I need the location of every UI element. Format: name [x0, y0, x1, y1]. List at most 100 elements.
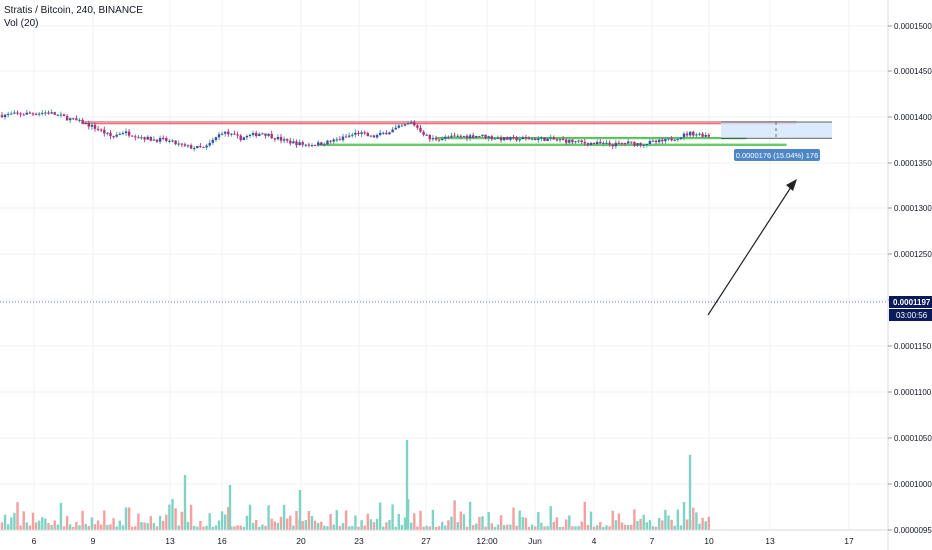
- candle-body: [534, 138, 537, 141]
- volume-bar: [602, 526, 605, 530]
- candle-body: [397, 125, 400, 128]
- candle-body: [586, 143, 590, 145]
- candle-body: [475, 135, 478, 138]
- candle-body: [608, 142, 611, 145]
- volume-indicator-label[interactable]: Vol (20): [4, 18, 39, 29]
- volume-bar: [62, 526, 66, 530]
- volume-bar: [341, 523, 345, 530]
- volume-bar: [688, 455, 692, 530]
- volume-bar: [682, 502, 686, 530]
- candle-body: [546, 138, 549, 141]
- candle-body: [16, 112, 19, 114]
- time-tick-label: 7: [650, 536, 655, 546]
- time-tick-label: 13: [765, 536, 775, 546]
- candle-body: [679, 137, 683, 139]
- volume-bar: [620, 522, 624, 530]
- volume-bar: [186, 521, 190, 530]
- candle-body: [388, 132, 391, 135]
- candle-body: [320, 142, 323, 146]
- volume-bar: [661, 520, 664, 530]
- volume-bar: [651, 526, 655, 530]
- volume-bar: [131, 526, 134, 530]
- candle-body: [326, 140, 329, 145]
- candle-body: [127, 131, 131, 136]
- candle-body: [645, 143, 648, 145]
- candle-body: [90, 124, 94, 127]
- candle-body: [323, 144, 326, 146]
- volume-bar: [679, 525, 683, 530]
- volume-bar: [462, 514, 466, 530]
- candle-body: [654, 140, 658, 143]
- volume-bar: [413, 513, 416, 530]
- candle-body: [162, 138, 165, 140]
- time-axis[interactable]: 6 9 13 16 20 23 27 12:00 Jun 4 7 10 13 17: [0, 529, 888, 546]
- volume-bar: [419, 510, 422, 530]
- volume-bar: [224, 514, 227, 530]
- volume-bar: [217, 520, 221, 530]
- volume-bar: [140, 522, 143, 530]
- candle-body: [158, 138, 162, 142]
- candle-body: [506, 137, 509, 140]
- volume-bar: [205, 525, 208, 530]
- volume-bar: [196, 526, 199, 530]
- candle-body: [481, 134, 484, 137]
- candle-body: [22, 114, 25, 116]
- volume-bar: [537, 512, 540, 530]
- volume-bar: [38, 520, 41, 530]
- volume-bar: [410, 522, 413, 530]
- candle-body: [630, 141, 633, 143]
- candle-body: [549, 137, 552, 139]
- candle-body: [224, 131, 227, 134]
- volume-bar: [69, 524, 72, 530]
- volume-bar: [363, 525, 366, 530]
- volume-bar: [391, 504, 394, 530]
- current-price-marker: [889, 296, 932, 308]
- candle-body: [431, 137, 435, 140]
- volume-bar: [258, 526, 261, 530]
- volume-bar: [698, 523, 701, 530]
- volume-bar: [673, 525, 676, 530]
- volume-bar: [534, 526, 537, 530]
- candle-body: [264, 133, 267, 136]
- candle-body: [143, 137, 146, 140]
- candle-body: [344, 136, 348, 138]
- candle-body: [509, 137, 512, 140]
- volume-bar: [168, 504, 171, 530]
- price-tick-label: 0.0001100: [894, 388, 932, 397]
- volume-bar: [583, 501, 586, 530]
- support-zone-upper: [436, 137, 747, 140]
- volume-bar: [255, 519, 258, 530]
- projection-label-bg: [734, 149, 820, 161]
- candle-body: [208, 142, 211, 146]
- volume-bar: [189, 504, 193, 530]
- candle-body: [574, 141, 577, 143]
- candle-body: [552, 137, 555, 140]
- volume-bar: [456, 522, 459, 530]
- candle-body: [627, 141, 630, 144]
- candle-body: [704, 135, 707, 137]
- candle-body: [317, 142, 320, 146]
- volume-bar: [155, 526, 159, 530]
- time-tick-label: 13: [165, 536, 175, 546]
- candle-body: [369, 135, 373, 137]
- volume-bar: [162, 521, 165, 530]
- volume-bar: [286, 518, 289, 530]
- candle-body: [558, 139, 562, 141]
- volume-bar: [484, 526, 487, 530]
- volume-bar: [530, 524, 534, 530]
- candle-body: [93, 124, 97, 129]
- candle-body: [298, 142, 301, 146]
- volume-bar: [558, 526, 562, 530]
- volume-bar: [282, 504, 286, 530]
- volume-bar: [385, 522, 388, 530]
- candle-body: [279, 136, 283, 141]
- volume-bar: [87, 526, 90, 530]
- candle-body: [527, 138, 531, 140]
- candle-body: [310, 145, 314, 147]
- candle-body: [664, 139, 667, 142]
- price-axis[interactable]: 0.0000095 0.0001000 0.0001050 0.0001100 0.00…: [887, 0, 932, 550]
- volume-bar: [599, 522, 602, 530]
- volume-bar: [193, 525, 196, 530]
- volume-bar: [441, 521, 444, 530]
